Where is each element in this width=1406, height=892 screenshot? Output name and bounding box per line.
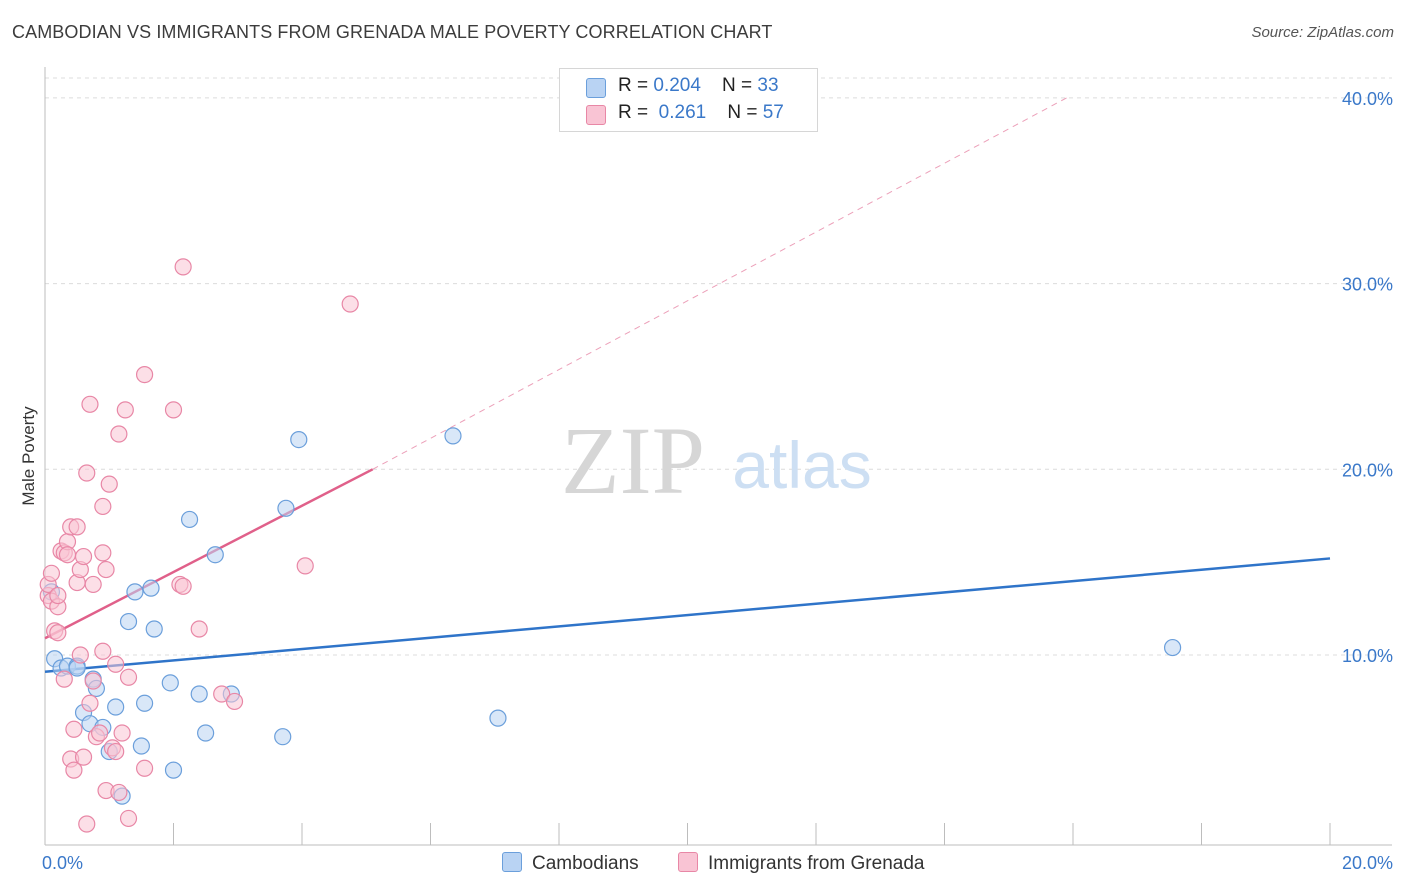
point-cambodians [274, 728, 292, 746]
legend-r-value: 0.204 [653, 75, 701, 96]
point-cambodians [135, 694, 154, 712]
bottom-legend-label: Immigrants from Grenada [708, 853, 925, 874]
point-cambodians [180, 510, 199, 529]
point-grenada [84, 575, 102, 594]
point-cambodians [489, 709, 507, 727]
point-grenada [65, 761, 83, 779]
point-grenada [68, 518, 86, 536]
point-cambodians [132, 737, 150, 755]
legend-swatch-blue [586, 78, 606, 98]
point-cambodians [1163, 638, 1182, 657]
chart-title: CAMBODIAN VS IMMIGRANTS FROM GRENADA MAL… [12, 22, 773, 42]
watermark: ZIP atlas [561, 407, 872, 514]
x-tick-label: 20.0% [1342, 853, 1393, 873]
point-grenada [94, 497, 112, 516]
y-axis-label: Male Poverty [19, 406, 38, 506]
point-cambodians [142, 579, 160, 597]
point-grenada [78, 464, 96, 482]
point-grenada [110, 425, 128, 443]
source-label: Source: ZipAtlas.com [1251, 24, 1394, 41]
point-grenada [49, 624, 67, 642]
point-grenada [119, 809, 138, 828]
bottom-legend-grenada: Immigrants from Grenada [678, 852, 924, 875]
point-grenada [174, 258, 192, 276]
legend-n-label: N = [722, 75, 758, 96]
point-grenada [341, 295, 359, 313]
point-cambodians [161, 674, 179, 692]
legend-r-label: R = [618, 102, 654, 123]
legend-n-label: N = [727, 102, 763, 123]
watermark-atlas: atlas [732, 428, 871, 502]
trend-line [44, 557, 1331, 673]
point-grenada [190, 620, 208, 638]
point-grenada [91, 724, 109, 742]
point-cambodians [197, 724, 215, 742]
point-grenada [107, 742, 125, 761]
bottom-legend-label: Cambodians [532, 853, 639, 874]
point-grenada [119, 668, 138, 686]
point-grenada [58, 546, 77, 564]
point-grenada [84, 672, 102, 690]
y-tick-label: 30.0% [1342, 275, 1393, 295]
point-grenada [296, 557, 314, 575]
point-grenada [164, 401, 183, 419]
gridlines [45, 77, 1392, 656]
point-grenada [78, 815, 96, 833]
point-grenada [81, 395, 99, 413]
point-cambodians [206, 546, 224, 564]
point-cambodians [277, 499, 295, 517]
point-cambodians [145, 620, 163, 638]
tick-labels: 10.0% 20.0% 30.0% 40.0% 0.0% 20.0% [42, 89, 1393, 873]
point-cambodians [164, 761, 183, 779]
point-cambodians [107, 698, 125, 716]
x-tick-label: 0.0% [42, 853, 83, 873]
point-grenada [174, 577, 192, 595]
trend-lines [44, 97, 1331, 673]
y-tick-label: 40.0% [1342, 89, 1393, 109]
point-grenada [97, 560, 115, 579]
point-grenada [225, 692, 244, 711]
data-points [39, 258, 1182, 833]
point-grenada [71, 646, 89, 664]
y-tick-label: 20.0% [1342, 460, 1393, 480]
legend-r-label: R = [618, 75, 654, 96]
legend-n-value: 33 [757, 75, 779, 96]
y-tick-label: 10.0% [1342, 646, 1393, 666]
point-grenada [74, 748, 93, 766]
point-grenada [49, 586, 67, 605]
legend-swatch-pink [586, 105, 606, 125]
point-grenada [94, 642, 112, 660]
point-grenada [135, 365, 154, 384]
point-grenada [110, 783, 128, 802]
legend-r-value: 0.261 [653, 102, 707, 123]
point-grenada [94, 544, 112, 562]
point-grenada [116, 401, 134, 419]
axes [44, 67, 1392, 846]
watermark-zip: ZIP [561, 407, 705, 514]
correlation-legend: R = 0.204 N = 33 R = 0.261 N = 57 [559, 68, 818, 132]
point-grenada [100, 475, 118, 493]
point-grenada [81, 694, 99, 712]
point-cambodians [119, 612, 138, 631]
point-grenada [55, 670, 73, 688]
point-grenada [42, 564, 61, 582]
point-grenada [213, 685, 231, 703]
point-grenada [135, 759, 154, 777]
point-grenada [107, 655, 125, 673]
point-cambodians [290, 430, 308, 449]
point-cambodians [444, 427, 462, 445]
point-cambodians [126, 583, 144, 601]
bottom-legend-swatch-pink [678, 852, 698, 872]
point-grenada [113, 724, 131, 742]
point-grenada [74, 547, 93, 566]
bottom-legend-cambodians: Cambodians [502, 852, 639, 875]
point-cambodians [190, 685, 208, 703]
legend-n-value: 57 [762, 102, 784, 123]
bottom-legend-swatch-blue [502, 852, 522, 872]
point-grenada [65, 720, 83, 738]
